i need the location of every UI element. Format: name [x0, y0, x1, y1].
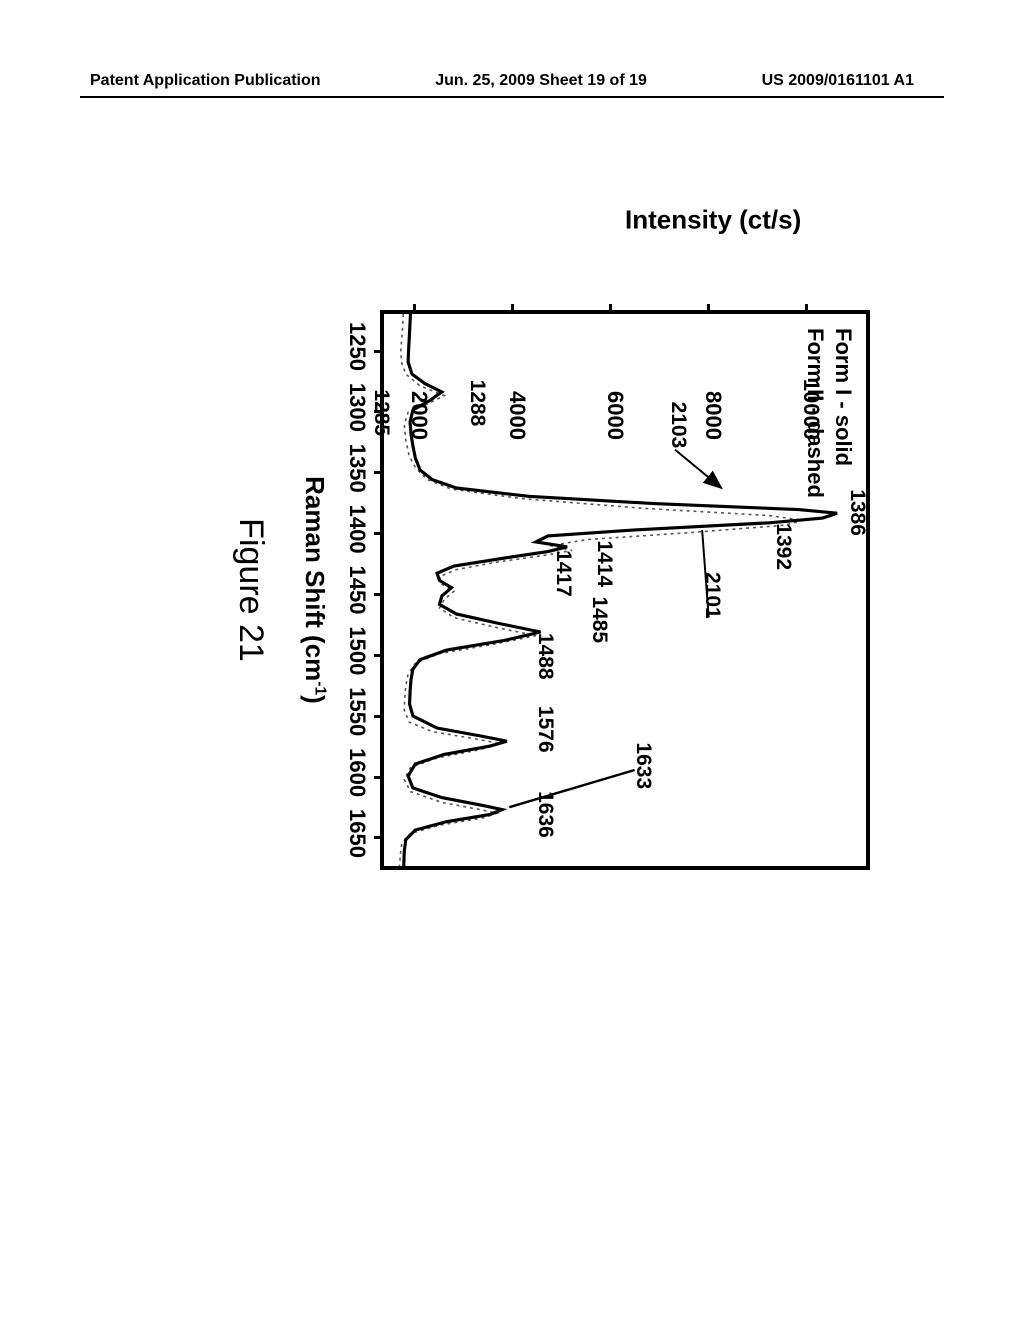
x-tick-label: 1650	[344, 809, 370, 858]
figure-caption: Figure 21	[231, 310, 270, 870]
figure-21: Intensity (ct/s) Raman Shift (cm-1) Figu…	[170, 210, 870, 910]
y-tick-label: 4000	[504, 360, 530, 440]
y-tick-label: 8000	[700, 360, 726, 440]
y-tick-label: 2000	[406, 360, 432, 440]
x-tick-label: 1350	[344, 444, 370, 493]
page-header: Patent Application Publication Jun. 25, …	[0, 72, 1024, 90]
peak-label: 1288	[465, 380, 489, 427]
x-tick-label: 1600	[344, 748, 370, 797]
x-tick-label: 1500	[344, 626, 370, 675]
legend-form1: Form I - solid	[830, 328, 856, 466]
x-axis-label-text: Raman Shift (cm-1)	[300, 476, 330, 704]
header-right: US 2009/0161101 A1	[762, 72, 914, 90]
x-tick-label: 1400	[344, 505, 370, 554]
peak-label: 1414	[592, 540, 616, 587]
x-tick-label: 1300	[344, 383, 370, 432]
peak-label: 1285	[369, 389, 393, 436]
x-tick-label: 1450	[344, 566, 370, 615]
pointer-label: 2101	[700, 572, 724, 619]
peak-label: 1417	[551, 550, 575, 597]
peak-label: 1488	[534, 633, 558, 680]
x-axis-label: Raman Shift (cm-1)	[299, 310, 330, 870]
peak-label: 1386	[845, 489, 869, 536]
peak-label: 1485	[587, 596, 611, 643]
x-tick-label: 1550	[344, 687, 370, 736]
pointer-label: 2103	[666, 402, 690, 449]
peak-label: 1576	[534, 706, 558, 753]
y-tick-label: 10000	[798, 360, 824, 440]
x-tick-label: 1250	[344, 322, 370, 371]
peak-label: 1636	[534, 791, 558, 838]
header-left: Patent Application Publication	[90, 72, 321, 90]
y-tick-label: 6000	[602, 360, 628, 440]
peak-label: 1392	[771, 523, 795, 570]
header-center: Jun. 25, 2009 Sheet 19 of 19	[435, 72, 647, 90]
y-axis-label: Intensity (ct/s)	[625, 205, 801, 236]
header-rule	[80, 96, 944, 98]
peak-label: 1633	[632, 742, 656, 789]
